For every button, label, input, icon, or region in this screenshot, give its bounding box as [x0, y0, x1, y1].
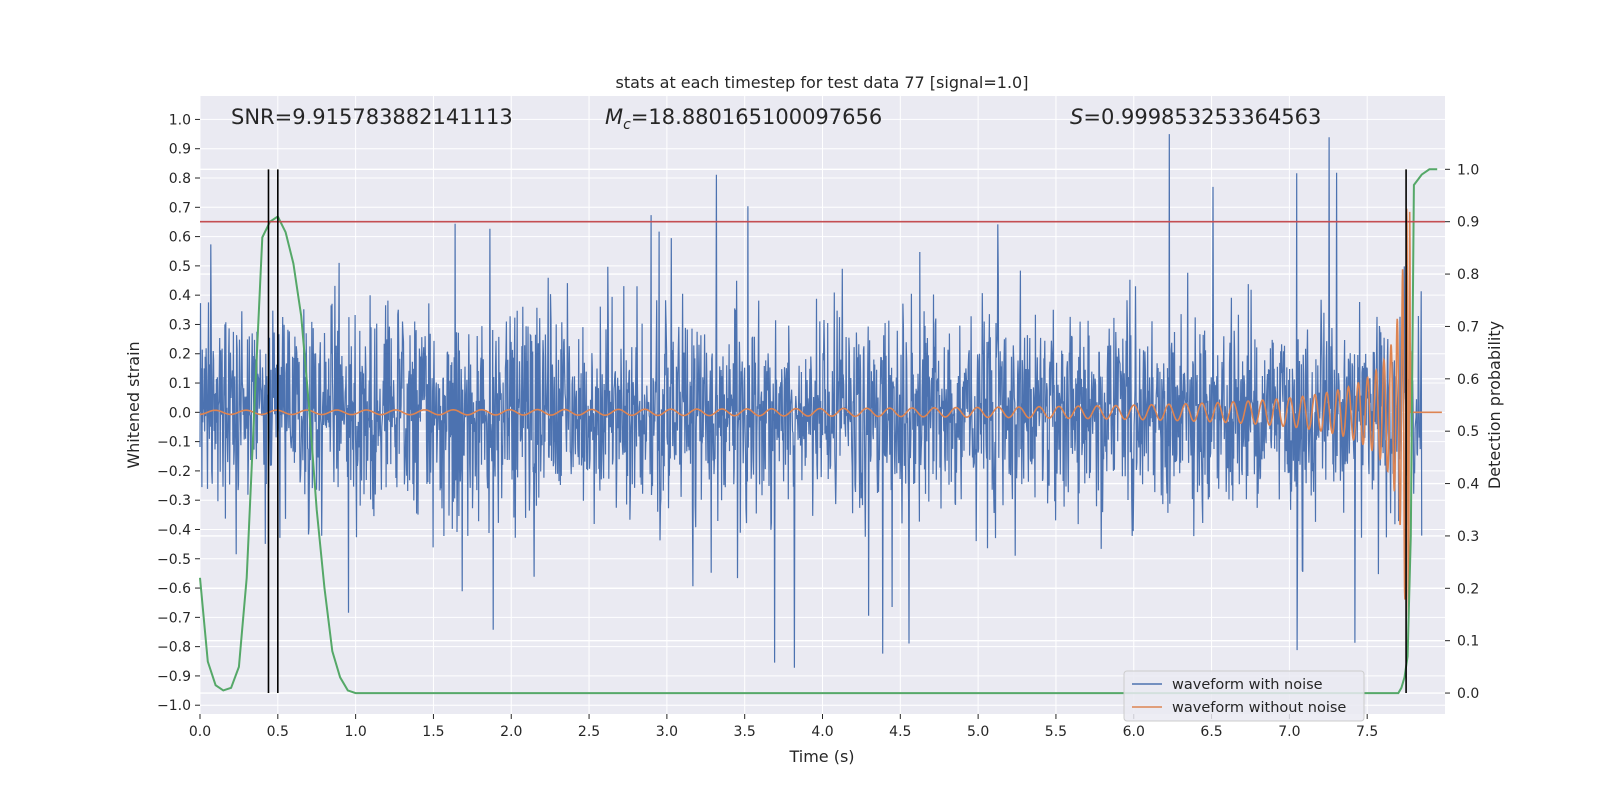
y-tick-label: −0.5 [157, 552, 191, 568]
noise-waveform-line [199, 134, 1423, 668]
x-tick-label: 6.5 [1200, 724, 1222, 740]
y-tick-label: 0.1 [169, 376, 191, 392]
y2-tick-label: 0.9 [1457, 215, 1479, 231]
legend: waveform with noise waveform without noi… [1123, 670, 1365, 722]
x-tick-label: 4.5 [889, 724, 911, 740]
y-tick-label: −1.0 [157, 698, 191, 714]
x-tick-label: 6.0 [1123, 724, 1145, 740]
x-tick-label: 7.0 [1278, 724, 1300, 740]
y-tick-label: 0.7 [169, 200, 191, 216]
score-value: =0.999853253364563 [1083, 105, 1321, 129]
y-tick-label: 0.8 [169, 171, 191, 187]
y2-tick-label: 0.2 [1457, 581, 1479, 597]
y-tick-label: 0.3 [169, 317, 191, 333]
x-tick-label: 2.0 [500, 724, 522, 740]
chirp-mass-subscript: c [623, 117, 631, 133]
chirp-mass-annotation: Mc=18.880165100097656 [605, 105, 882, 133]
y-tick-label: −0.2 [157, 464, 191, 480]
y-tick-label: 0.5 [169, 259, 191, 275]
noise-series [199, 134, 1423, 668]
legend-label-clean: waveform without noise [1172, 700, 1346, 716]
x-tick-label: 1.0 [344, 724, 366, 740]
y-tick-label: 0.0 [169, 405, 191, 421]
y-tick-label: −0.7 [157, 610, 191, 626]
y2-tick-label: 0.6 [1457, 372, 1479, 388]
y2-tick-label: 1.0 [1457, 162, 1479, 178]
y2-tick-label: 0.0 [1457, 686, 1479, 702]
y2-tick-label: 0.7 [1457, 319, 1479, 335]
probability-line [199, 168, 1438, 695]
y-tick-label: −0.1 [157, 435, 191, 451]
y2-tick-label: 0.3 [1457, 529, 1479, 545]
x-tick-label: 0.0 [189, 724, 211, 740]
y2-axis-ticks: 0.0 0.1 0.2 0.3 0.4 0.5 0.6 0.7 0.8 0.9 1.0 [1445, 162, 1479, 702]
y-tick-label: 1.0 [169, 112, 191, 128]
x-tick-label: 5.5 [1045, 724, 1067, 740]
y-tick-label: 0.4 [169, 288, 191, 304]
legend-box [1123, 670, 1365, 722]
clean-series [200, 208, 1442, 617]
score-annotation: S=0.999853253364563 [1070, 105, 1321, 129]
chart-title: stats at each timestep for test data 77 … [616, 73, 1029, 92]
y-tick-label: 0.6 [169, 230, 191, 246]
y-axis-ticks: −1.0 −0.9 −0.8 −0.7 −0.6 −0.5 −0.4 −0.3 −0.2 −0.1… [157, 112, 200, 714]
y-tick-label: −0.4 [157, 522, 191, 538]
chirp-mass-value: =18.880165100097656 [631, 105, 882, 129]
y2-axis-label: Detection probability [1485, 321, 1504, 489]
legend-label-noise: waveform with noise [1172, 677, 1323, 693]
x-tick-label: 3.0 [656, 724, 678, 740]
y-tick-label: −0.3 [157, 493, 191, 509]
marker-lines [200, 169, 1445, 694]
x-tick-label: 7.5 [1356, 724, 1378, 740]
chirp-mass-symbol: M [605, 105, 623, 129]
snr-annotation: SNR=9.915783882141113 [231, 105, 513, 129]
y-tick-label: 0.2 [169, 347, 191, 363]
probability-series [199, 168, 1438, 695]
clean-waveform-line [200, 208, 1442, 617]
y2-tick-label: 0.1 [1457, 634, 1479, 650]
x-axis-ticks: 0.0 0.5 1.0 1.5 2.0 2.5 3.0 3.5 4.0 4.5 5.0 5.5 6.0 6… [189, 714, 1378, 740]
y-axis-label: Whitened strain [124, 341, 143, 468]
score-symbol: S [1070, 105, 1083, 129]
x-tick-label: 5.0 [967, 724, 989, 740]
x-tick-label: 2.5 [578, 724, 600, 740]
y-tick-label: −0.6 [157, 581, 191, 597]
x-tick-label: 4.0 [811, 724, 833, 740]
y-tick-label: 0.9 [169, 142, 191, 158]
x-axis-label: Time (s) [788, 747, 854, 766]
y-tick-label: −0.8 [157, 640, 191, 656]
x-tick-label: 0.5 [267, 724, 289, 740]
y2-tick-label: 0.4 [1457, 477, 1479, 493]
y2-tick-label: 0.8 [1457, 267, 1479, 283]
y2-tick-label: 0.5 [1457, 424, 1479, 440]
x-tick-label: 1.5 [422, 724, 444, 740]
y-tick-label: −0.9 [157, 669, 191, 685]
x-tick-label: 3.5 [734, 724, 756, 740]
